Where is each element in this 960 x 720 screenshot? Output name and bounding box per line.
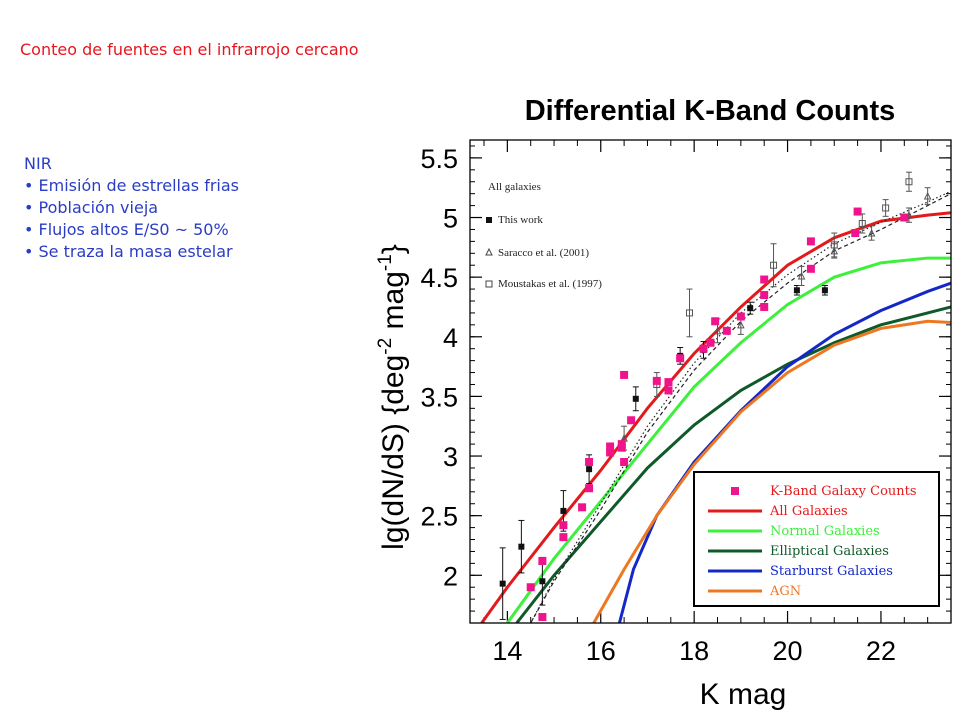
k-band-galaxy-counts-point [760, 291, 769, 300]
k-band-galaxy-counts-point [617, 440, 626, 449]
agn-line [592, 319, 951, 623]
k-band-galaxy-counts-point [620, 458, 629, 466]
this-work-point [518, 543, 525, 550]
k-band-galaxy-counts-point [851, 229, 860, 238]
moustakas-marker [485, 280, 493, 288]
k-band-galaxy-counts-point [706, 338, 715, 347]
bullet-item: • Se traza la masa estelar [24, 242, 233, 261]
saracco-et-al-2001-point [713, 326, 722, 335]
k-band-galaxy-counts-point [736, 312, 745, 321]
k-band-galaxy-counts-point [664, 386, 673, 395]
k-band-galaxy-counts-point [806, 237, 815, 246]
this-work-point [586, 466, 593, 473]
this-work-point [539, 578, 546, 585]
k-band-galaxy-counts-point [627, 416, 636, 425]
model-1-line [530, 193, 951, 623]
y-tick-label: 2 [443, 561, 458, 591]
saracco-et-al-2001-point [797, 271, 806, 280]
plot-frame [469, 139, 952, 624]
x-tick-label: 18 [679, 636, 709, 666]
moustakas-et-al-1997-point [685, 309, 693, 317]
y-tick-label: 4.5 [420, 263, 458, 293]
saracco-marker [485, 247, 493, 256]
y-tick-label: 3.5 [420, 382, 458, 412]
x-tick-label: 14 [492, 636, 522, 666]
moustakas-et-al-1997-point [770, 261, 778, 269]
k-band-galaxy-counts-point [760, 275, 769, 284]
normal-galaxies-line [506, 256, 951, 623]
k-band-galaxy-counts-point [900, 213, 909, 222]
bullet-item: • Emisión de estrellas frias [24, 176, 239, 195]
legend-label-starburst: Starburst Galaxies [770, 564, 893, 579]
legend-box: K-Band Galaxy Counts All Galaxies Normal… [693, 471, 940, 607]
starburst-galaxies-line [617, 281, 951, 623]
elliptical-galaxies-line [515, 305, 951, 623]
legend-label-elliptical: Elliptical Galaxies [770, 544, 889, 559]
k-band-galaxy-counts-point [585, 458, 594, 466]
inner-legend-moustakas: Moustakas et al. (1997) [498, 278, 602, 290]
inner-legend-this-work: This work [498, 214, 543, 226]
this-work-point [747, 305, 754, 312]
model-2-line [530, 190, 951, 623]
k-band-galaxy-counts-point [652, 376, 661, 385]
bullet-item: • Población vieja [24, 198, 159, 217]
y-tick-label: 3 [443, 442, 458, 472]
k-band-galaxy-counts-point [853, 207, 862, 216]
k-band-galaxy-counts-point [538, 613, 547, 622]
legend-label-counts: K-Band Galaxy Counts [770, 484, 917, 499]
bullet-item: • Flujos altos E/S0 ~ 50% [24, 220, 229, 239]
legend-label-normal: Normal Galaxies [770, 524, 880, 539]
k-band-galaxy-counts-point [606, 448, 615, 457]
inner-legend-saracco: Saracco et al. (2001) [498, 247, 589, 259]
x-tick-label: 22 [866, 636, 896, 666]
k-band-galaxy-counts-point [620, 370, 629, 379]
legend-label-agn: AGN [769, 584, 801, 599]
k-band-galaxy-counts-point [538, 556, 547, 565]
this-work-point [821, 287, 828, 294]
inner-legend-title: All galaxies [488, 181, 541, 193]
legend-label-all: All Galaxies [769, 504, 848, 519]
k-band-galaxy-counts-point [606, 442, 615, 451]
x-axis-label: K mag [700, 678, 787, 711]
this-work-point [499, 580, 506, 587]
k-band-galaxy-counts-point [526, 583, 535, 592]
k-band-galaxy-counts-point [559, 521, 568, 530]
y-tick-label: 5.5 [420, 144, 458, 174]
saracco-et-al-2001-point [737, 320, 745, 329]
x-tick-label: 20 [773, 636, 803, 666]
k-band-galaxy-counts-point [664, 378, 673, 387]
k-band-galaxy-counts-point [711, 317, 720, 326]
this-work-point [793, 287, 800, 294]
moustakas-et-al-1997-point [882, 204, 890, 212]
bullet-heading: NIR [24, 154, 52, 173]
inner-legend: All galaxies This work Saracco et al. (2… [485, 181, 602, 290]
slide-title: Conteo de fuentes en el infrarrojo cerca… [20, 40, 359, 59]
moustakas-et-al-1997-point [858, 219, 866, 227]
y-tick-label: 2.5 [420, 502, 458, 532]
saracco-et-al-2001-point [867, 228, 876, 237]
chart-title: Differential K-Band Counts [525, 95, 896, 127]
y-axis-label: lg(dN/dS) {deg-2 mag-1} [375, 244, 410, 550]
this-work-point [632, 395, 639, 402]
k-band-galaxy-counts-point [559, 533, 568, 542]
y-tick-label: 4 [443, 323, 458, 353]
k-band-galaxy-counts-point [578, 503, 587, 512]
moustakas-et-al-1997-point [830, 241, 838, 249]
y-tick-label: 5 [443, 204, 458, 234]
k-band-galaxy-counts-point [676, 354, 685, 363]
k-band-galaxy-counts-point [585, 484, 594, 493]
bullet-list: NIR • Emisión de estrellas frias • Pobla… [24, 153, 239, 263]
k-band-galaxy-counts-point [722, 326, 731, 335]
this-work-point [560, 507, 567, 514]
this-work-marker [486, 217, 492, 223]
k-band-galaxy-counts-point [699, 344, 708, 353]
k-band-galaxy-counts-point [760, 302, 769, 311]
legend-swatch-counts [731, 487, 739, 495]
moustakas-et-al-1997-point [905, 178, 913, 186]
saracco-et-al-2001-point [923, 191, 932, 200]
x-tick-label: 16 [586, 636, 616, 666]
k-band-galaxy-counts-point [806, 264, 815, 273]
